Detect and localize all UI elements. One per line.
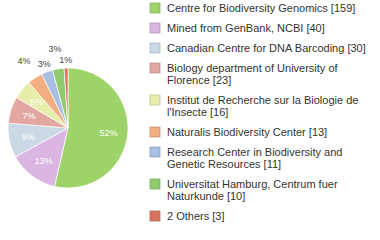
- legend-swatch: [150, 63, 160, 73]
- legend-label-line: Mined from GenBank, NCBI [40]: [167, 22, 325, 34]
- legend-label-line: l'Insecte [16]: [167, 106, 228, 118]
- legend-label: Mined from GenBank, NCBI [40]: [167, 22, 325, 34]
- legend-label-line: Institut de Recherche sur la Biologie de: [167, 94, 358, 106]
- legend-swatch: [150, 179, 160, 189]
- legend-swatch: [150, 127, 160, 137]
- legend-label: Universitat Hamburg, Centrum fuerNaturku…: [167, 178, 338, 202]
- pie-slice: [8, 123, 68, 157]
- pie-slice: [64, 68, 68, 128]
- legend-label: Centre for Biodiversity Genomics [159]: [167, 2, 355, 14]
- legend-label-line: Naturalis Biodiversity Center [13]: [167, 126, 327, 138]
- legend-label-line: 2 Others [3]: [167, 210, 224, 222]
- legend-label: 2 Others [3]: [167, 210, 224, 222]
- data-labels: 52%13%9%7%5%4%3%3%1%: [17, 44, 117, 165]
- legend-swatch: [150, 147, 160, 157]
- legend-label: Canadian Centre for DNA Barcoding [30]: [167, 42, 366, 54]
- legend-swatch: [150, 3, 160, 13]
- chart-svg: 52%13%9%7%5%4%3%3%1%Centre for Biodivers…: [0, 0, 380, 240]
- legend-label: Institut de Recherche sur la Biologie de…: [167, 94, 358, 118]
- legend-swatch: [150, 95, 160, 105]
- data-label: 7%: [23, 111, 36, 121]
- legend-label-line: Naturkunde [10]: [167, 190, 245, 202]
- legend: Centre for Biodiversity Genomics [159] Mi…: [150, 2, 366, 222]
- pie: [8, 68, 128, 188]
- legend-label: Research Center in Biodiversity andGenet…: [167, 146, 342, 170]
- legend-label: Naturalis Biodiversity Center [13]: [167, 126, 327, 138]
- data-label: 4%: [17, 56, 30, 66]
- legend-label-line: Canadian Centre for DNA Barcoding [30]: [167, 42, 366, 54]
- legend-label-line: Universitat Hamburg, Centrum fuer: [167, 178, 338, 190]
- data-label: 9%: [22, 132, 35, 142]
- data-label: 5%: [30, 97, 43, 107]
- legend-swatch: [150, 211, 160, 221]
- data-label: 1%: [59, 55, 72, 65]
- legend-swatch: [150, 23, 160, 33]
- data-label: 52%: [100, 128, 118, 138]
- data-label: 3%: [49, 44, 62, 54]
- pie-slice: [53, 68, 68, 128]
- legend-label-line: Florence [23]: [167, 74, 231, 86]
- legend-label-line: Centre for Biodiversity Genomics [159]: [167, 2, 355, 14]
- data-label: 13%: [34, 156, 52, 166]
- legend-swatch: [150, 43, 160, 53]
- legend-label-line: Biology department of University of: [167, 62, 339, 74]
- legend-label: Biology department of University ofFlore…: [167, 62, 339, 86]
- legend-label-line: Genetic Resources [11]: [167, 158, 281, 170]
- chart-container: 52%13%9%7%5%4%3%3%1%Centre for Biodivers…: [0, 0, 380, 240]
- data-label: 3%: [38, 59, 51, 69]
- legend-label-line: Research Center in Biodiversity and: [167, 146, 342, 158]
